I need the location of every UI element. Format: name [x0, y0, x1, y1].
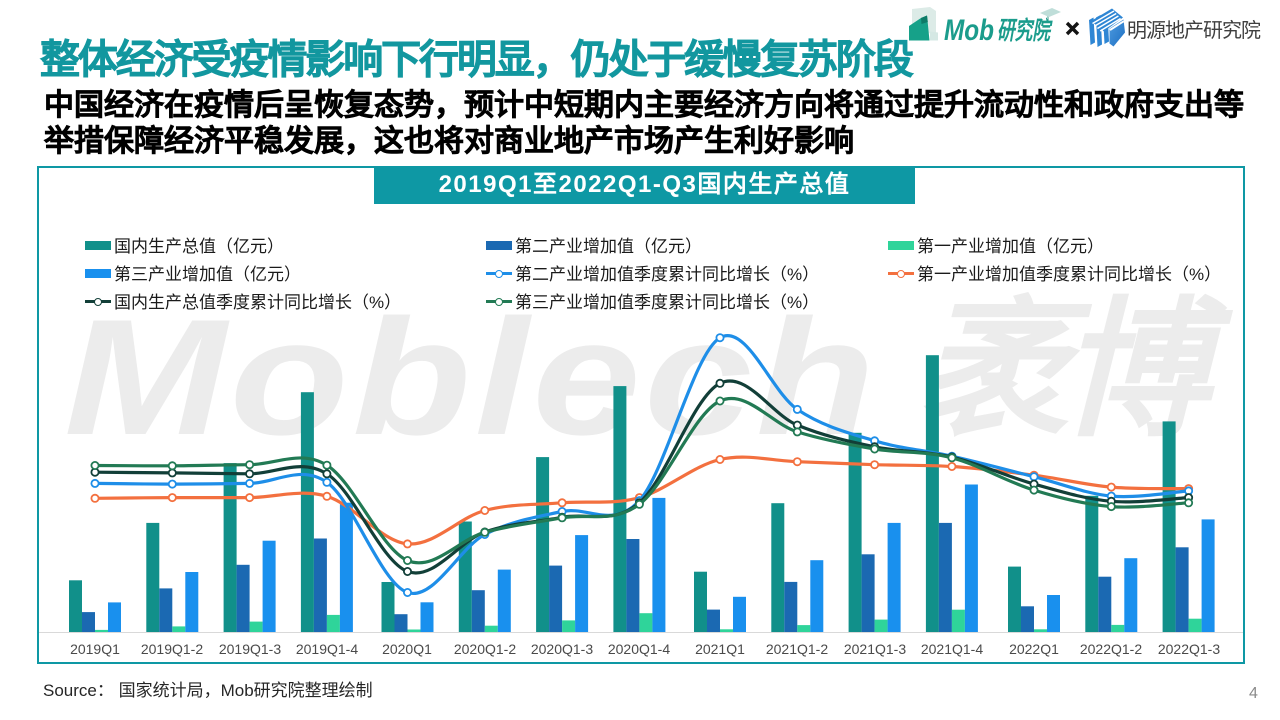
svg-text:Moblech: Moblech: [64, 286, 878, 470]
svg-text:袤博: 袤博: [919, 286, 1234, 454]
svg-text:Mob: Mob: [944, 14, 994, 47]
svg-text:研究院: 研究院: [997, 17, 1053, 45]
svg-text:明源地产研究院: 明源地产研究院: [1127, 19, 1261, 42]
